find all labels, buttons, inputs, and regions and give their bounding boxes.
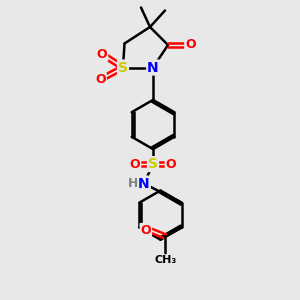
Text: O: O — [130, 158, 140, 171]
Text: S: S — [118, 61, 128, 74]
Text: O: O — [185, 38, 196, 52]
Text: O: O — [97, 47, 107, 61]
Text: O: O — [140, 224, 151, 237]
Text: N: N — [138, 177, 150, 190]
Text: CH₃: CH₃ — [154, 255, 176, 266]
Text: N: N — [147, 61, 159, 74]
Text: O: O — [166, 158, 176, 171]
Text: S: S — [148, 157, 158, 171]
Text: H: H — [128, 177, 139, 190]
Text: O: O — [95, 73, 106, 86]
